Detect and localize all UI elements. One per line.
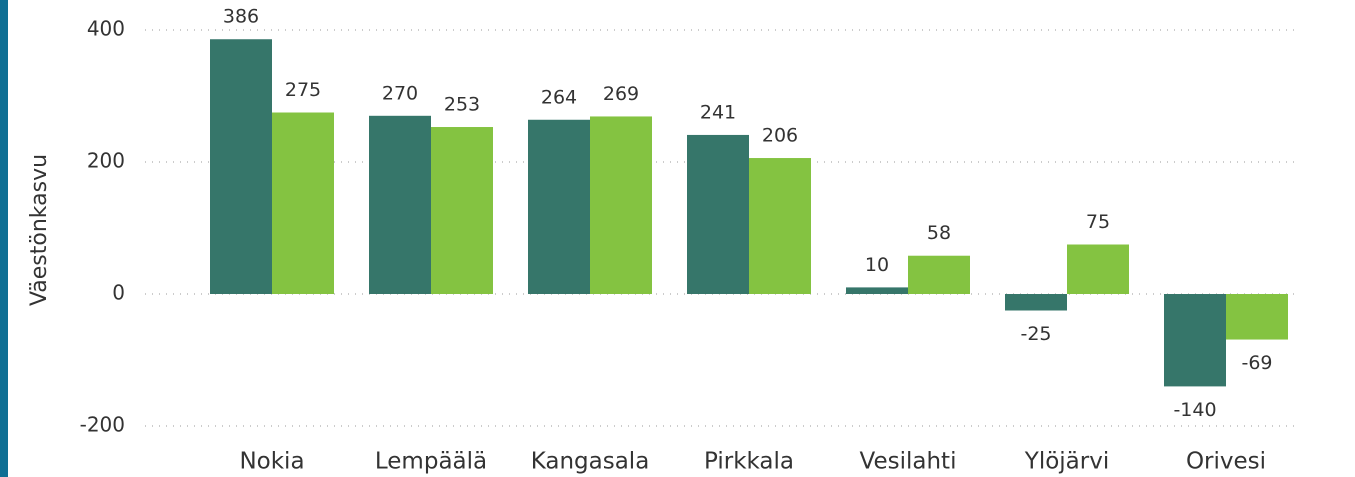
value-label: 58	[927, 222, 951, 244]
value-label: 10	[865, 254, 889, 276]
value-label: 269	[603, 83, 639, 105]
y-axis-title: Väestönkasvu	[27, 154, 52, 306]
x-tick-label: Lempäälä	[375, 449, 487, 475]
bar	[846, 287, 908, 294]
bar	[1226, 294, 1288, 340]
bar	[431, 127, 493, 295]
bar	[1164, 294, 1226, 387]
value-label: -69	[1241, 352, 1272, 374]
bar	[369, 115, 431, 294]
value-label: 206	[762, 125, 798, 147]
x-tick-label: Ylöjärvi	[1024, 449, 1109, 475]
bar	[908, 255, 970, 294]
x-tick-label: Kangasala	[531, 449, 650, 475]
bar	[749, 158, 811, 294]
value-label: 241	[700, 101, 736, 123]
y-tick-label: 0	[112, 281, 125, 305]
value-label: 270	[382, 82, 418, 104]
value-label: -140	[1173, 399, 1216, 421]
x-tick-label: Pirkkala	[704, 449, 794, 475]
value-label: 253	[444, 94, 480, 116]
side-stripe	[0, 0, 8, 477]
y-tick-label: -200	[80, 413, 125, 437]
value-label: -25	[1020, 323, 1051, 345]
y-tick-label: 400	[87, 17, 125, 41]
y-tick-label: 200	[87, 149, 125, 173]
bar	[1005, 294, 1067, 311]
bar	[687, 134, 749, 294]
x-tick-label: Orivesi	[1186, 449, 1266, 475]
value-label: 275	[285, 79, 321, 101]
value-label: 75	[1086, 211, 1110, 233]
bar	[590, 116, 652, 295]
bar	[210, 39, 272, 294]
value-label: 386	[223, 6, 259, 28]
bar	[272, 112, 334, 294]
x-tick-label: Nokia	[239, 449, 304, 475]
value-label: 264	[541, 86, 577, 108]
x-tick-label: Vesilahti	[860, 449, 957, 475]
bar	[528, 119, 590, 294]
bar	[1067, 244, 1129, 294]
